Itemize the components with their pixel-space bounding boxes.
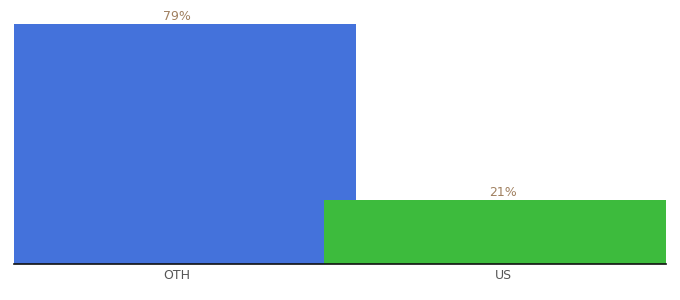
Text: 21%: 21% [490, 186, 517, 199]
Bar [324, 200, 680, 264]
Bar [0, 24, 356, 264]
Text: 79%: 79% [163, 10, 190, 23]
